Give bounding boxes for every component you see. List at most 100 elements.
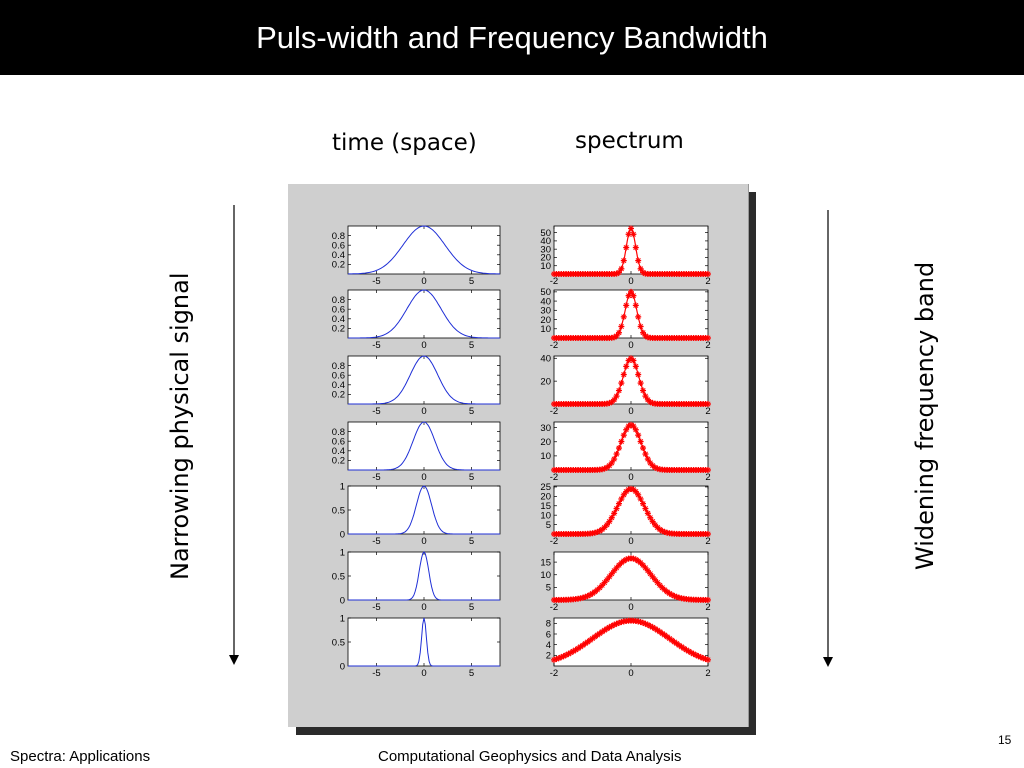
x-tick-label: -2 [550,276,558,287]
time-panel-2: -5 0 5 0.20.40.60.8 [332,289,501,351]
time-axes-4 [347,421,501,471]
x-tick-label: 5 [469,276,474,287]
x-tick-label: 2 [705,406,710,417]
time-series-line [348,355,500,405]
spectrum-marker [640,445,647,452]
spectrum-marker [705,596,711,603]
spectrum-marker [620,257,627,264]
x-tick-label: 2 [705,602,710,613]
slide-title: Puls-width and Frequency Bandwidth [256,19,768,55]
y-tick-label: 0.6 [332,437,345,448]
x-tick-label: -2 [550,602,558,613]
x-tick-label: -2 [550,406,558,417]
spectrum-axes-3 [553,355,709,405]
spectrum-marker [615,269,622,276]
time-axes-6 [347,551,501,601]
y-tick-label: 10 [540,261,551,272]
time-panel-1: -5 0 5 0.20.40.60.8 [332,225,501,287]
x-tick-label: 0 [628,340,633,351]
y-tick-label: 40 [540,296,551,307]
time-axes-7 [347,617,501,667]
y-tick-label: 6 [546,629,551,640]
x-tick-label: -5 [372,536,380,547]
spectrum-marker [705,335,711,341]
x-tick-label: -2 [550,536,558,547]
x-tick-label: 2 [705,276,710,287]
y-tick-label: 1 [340,547,345,558]
spectrum-panel-6: -2 0 2 5 10 15 [540,551,711,613]
y-tick-label: 1 [340,481,345,492]
y-tick-label: 0.4 [332,446,345,457]
y-tick-label: 0 [340,595,345,606]
spectrum-marker [620,491,627,498]
spectrum-marker [603,521,610,528]
y-tick-label: 10 [540,324,551,335]
spectrum-marker [630,423,637,430]
x-tick-label: 0 [421,536,426,547]
spectrum-marker [623,426,630,433]
time-axes-2 [347,289,501,339]
spectrum-marker [618,323,625,330]
y-tick-label: 15 [540,501,551,512]
time-series-line [348,421,500,471]
spectrum-axes-7 [553,617,709,667]
x-tick-label: 2 [705,668,710,679]
y-tick-label: 5 [546,520,551,531]
y-tick-label: 1 [340,613,345,624]
x-tick-label: -2 [550,472,558,483]
y-tick-label: 4 [546,640,551,651]
x-tick-label: 0 [628,668,633,679]
spectrum-marker [618,265,625,272]
y-tick-label: 5 [546,583,551,594]
slide-title-bar: Puls-width and Frequency Bandwidth [0,0,1024,75]
spectrum-marker [611,510,618,517]
spectrum-marker [642,505,649,512]
time-axes-3 [347,355,501,405]
x-tick-label: 2 [705,340,710,351]
x-tick-label: -5 [372,668,380,679]
x-tick-label: 0 [421,668,426,679]
y-tick-label: 0.6 [332,241,345,252]
y-tick-label: 0.2 [332,260,345,271]
spectrum-axes-5 [553,485,709,535]
spectrum-marker [606,518,613,525]
spectrum-marker [637,380,644,387]
y-tick-label: 2 [546,651,551,662]
time-series-line [348,289,500,339]
y-tick-label: 0.6 [332,305,345,316]
spectrum-marker [628,225,634,232]
x-tick-label: 0 [421,340,426,351]
spectrum-column-label: spectrum [575,128,684,154]
spectrum-marker [705,656,711,663]
x-tick-label: -5 [372,472,380,483]
time-series-line [348,617,500,667]
spectrum-marker [705,531,711,537]
y-tick-label: 50 [540,228,551,239]
spectrum-marker [705,401,711,407]
spectrum-marker [615,329,622,336]
spectrum-marker [608,514,615,521]
spectrum-marker [623,363,630,370]
x-tick-label: 0 [421,406,426,417]
y-tick-label: 0.8 [332,231,345,242]
spectrum-axes-1 [553,225,709,275]
y-tick-label: 0 [340,661,345,672]
x-tick-label: -5 [372,276,380,287]
spectrum-marker [630,292,637,299]
y-tick-label: 0.8 [332,427,345,438]
page-number: 15 [998,733,1012,747]
y-tick-label: 10 [540,510,551,521]
y-tick-label: 30 [540,244,551,255]
spectrum-marker [637,323,644,330]
matlab-figure: -5 0 5 0.2 0.4 0.6 0.8 -5 0 5 0.2 0.4 0.6 0.8 -5 0 5 0.2 0… [288,184,749,727]
y-tick-label: 0.4 [332,380,345,391]
x-tick-label: -2 [550,340,558,351]
small-multiples-chart: -5 0 50.20.40.60.8-5 0 50.20.40.60.8-5 0 50.20… [332,225,711,679]
time-column-label: time (space) [332,130,477,156]
y-tick-label: 0.6 [332,371,345,382]
x-tick-label: 0 [628,276,633,287]
spectrum-marker [635,491,642,498]
x-tick-label: 0 [628,536,633,547]
